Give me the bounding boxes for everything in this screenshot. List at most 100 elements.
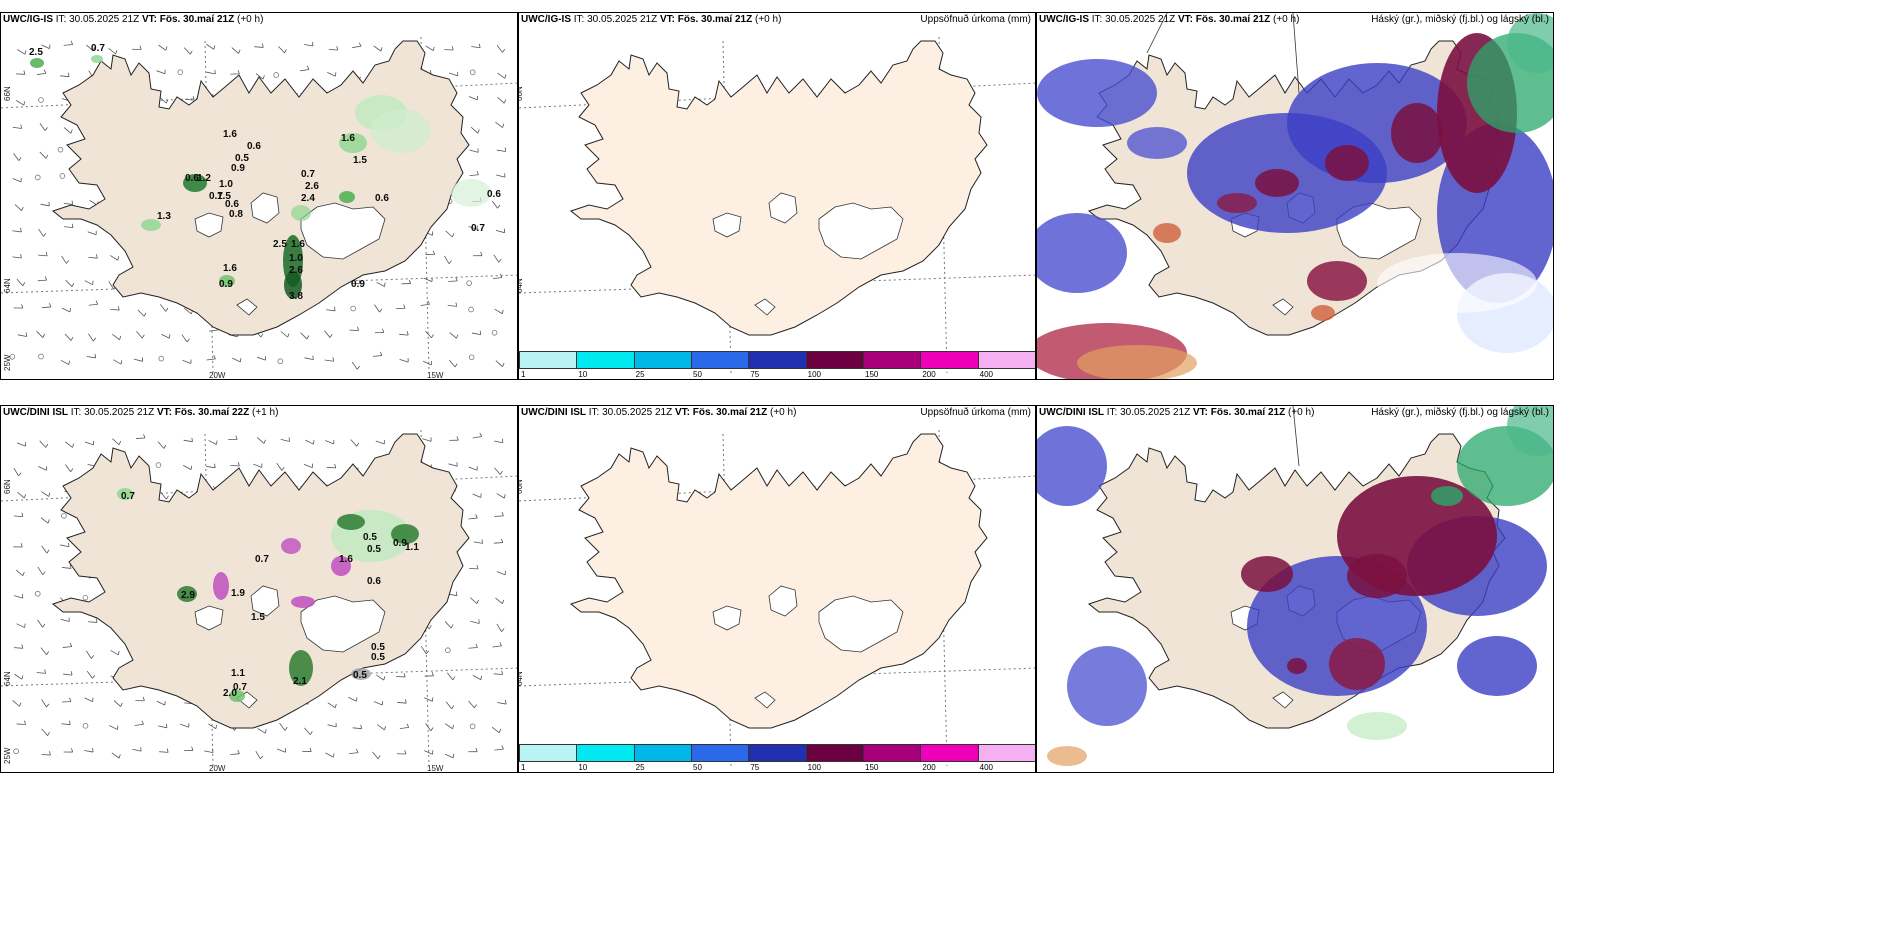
precip-value-label: 2.9 (181, 590, 195, 601)
colorbar-swatch (519, 351, 578, 369)
map-canvas (519, 429, 1035, 767)
lon-label-15w: 15W (427, 764, 444, 773)
panel-header: UWC/IG-IS IT: 30.05.2025 21Z VT: Fös. 30… (1039, 14, 1300, 25)
wind-precip-map-igis: UWC/IG-IS IT: 30.05.2025 21Z VT: Fös. 30… (0, 12, 518, 380)
precip-value-label: 0.9 (231, 163, 245, 174)
colorbar-swatch (805, 351, 864, 369)
precip-value-label: 0.7 (209, 191, 223, 202)
colorbar-tick-label: 200 (922, 763, 936, 772)
colorbar-swatch (977, 744, 1035, 762)
iceland-landmass (51, 40, 470, 336)
precip-value-label: 0.5 (367, 544, 381, 555)
precip-value-label: 0.5 (371, 642, 385, 653)
precip-value-label: 0.7 (471, 223, 485, 234)
panel-field-title: Háský (gr.), miðský (fj.bl.) og lágský (… (1371, 14, 1549, 25)
colorbar: 1 10 25 50 75 100 150 200 400 (519, 351, 1035, 379)
glacier-outline (250, 585, 280, 617)
precip-value-label: 0.6 (375, 193, 389, 204)
panel-field-title: Uppsöfnuð úrkoma (mm) (920, 407, 1031, 418)
precip-value-label: 0.6 (225, 199, 239, 210)
precip-value-label: 1.9 (231, 588, 245, 599)
colorbar-tick-label: 150 (865, 370, 879, 379)
lat-label-64n: 64N (518, 278, 524, 293)
colorbar-swatch (576, 744, 635, 762)
precip-value-label: 0.6 (487, 189, 501, 200)
precip-value-label: 1.1 (231, 668, 245, 679)
map-canvas (519, 36, 1035, 374)
precip-value-label: 0.7 (121, 491, 135, 502)
colorbar-swatch (920, 351, 979, 369)
glacier-outline (300, 595, 386, 653)
cloud-cover-map-dini: UWC/DINI ISL IT: 30.05.2025 21Z VT: Fös.… (1036, 405, 1554, 773)
precip-value-label: 0.5 (363, 532, 377, 543)
panel-header: UWC/DINI ISL IT: 30.05.2025 21Z VT: Fös.… (521, 407, 797, 418)
precip-value-label: 2.5 (29, 47, 43, 58)
precip-value-label: 1.5 (251, 612, 265, 623)
precip-value-label: 0.9 (393, 538, 407, 549)
lon-label-20w: 20W (209, 371, 226, 380)
glacier-outline (754, 298, 776, 316)
glacier-outline (300, 202, 386, 260)
glacier-outline (1272, 691, 1294, 709)
colorbar-tick-label: 25 (635, 370, 645, 379)
iceland-landmass (569, 433, 988, 729)
colorbar-tick-label: 10 (578, 370, 588, 379)
glacier-outline (236, 298, 258, 316)
colorbar-swatch (920, 744, 979, 762)
precip-value-label: 1.0 (289, 253, 303, 264)
colorbar-tick-label: 1 (521, 763, 526, 772)
precip-value-label: 0.6 (185, 173, 199, 184)
panel-header: UWC/IG-IS IT: 30.05.2025 21Z VT: Fös. 30… (3, 14, 264, 25)
precip-shading (117, 488, 419, 702)
precip-value-label: 1.6 (291, 239, 305, 250)
glacier-outline (194, 212, 224, 238)
panel-header: UWC/DINI ISL IT: 30.05.2025 21Z VT: Fös.… (1039, 407, 1315, 418)
panel-header: UWC/IG-IS IT: 30.05.2025 21Z VT: Fös. 30… (521, 14, 782, 25)
precip-value-label: 0.5 (353, 670, 367, 681)
cloud-cover-map-igis: UWC/IG-IS IT: 30.05.2025 21Z VT: Fös. 30… (1036, 12, 1554, 380)
lat-label-66n: 66N (3, 86, 12, 101)
colorbar-swatch (863, 351, 922, 369)
colorbar-swatch (691, 351, 750, 369)
colorbar-swatch (633, 744, 692, 762)
iceland-landmass (569, 40, 988, 336)
colorbar-swatch (863, 744, 922, 762)
precip-value-label: 1.6 (339, 554, 353, 565)
colorbar-tick-label: 400 (979, 370, 994, 379)
precip-value-label: 0.6 (247, 141, 261, 152)
precip-value-label: 0.5 (235, 153, 249, 164)
precip-value-label: 1.0 (219, 179, 233, 190)
colorbar-tick-label: 400 (979, 763, 994, 772)
precip-value-label: 0.6 (367, 576, 381, 587)
lon-label-20w: 20W (209, 764, 226, 773)
lat-label-64n: 64N (3, 671, 12, 686)
glacier-outline (768, 192, 798, 224)
precip-value-label: 2.6 (305, 181, 319, 192)
colorbar-tick-label: 10 (578, 763, 588, 772)
colorbar-tick-label: 75 (750, 763, 760, 772)
precip-value-label: 0.7 (301, 169, 315, 180)
precip-value-label: 0.8 (229, 209, 243, 220)
map-canvas (1, 36, 517, 374)
precip-shading (30, 55, 491, 299)
precip-value-label: 0.7 (255, 554, 269, 565)
colorbar-swatch (805, 744, 864, 762)
precip-value-label: 1.1 (405, 542, 419, 553)
colorbar-tick-label: 50 (693, 370, 702, 379)
glacier-outline (250, 192, 280, 224)
colorbar: 1 10 25 50 75 100 150 200 400 (519, 744, 1035, 772)
accum-precip-map-igis: UWC/IG-IS IT: 30.05.2025 21Z VT: Fös. 30… (518, 12, 1036, 380)
precip-value-label: 0.9 (351, 279, 365, 290)
precip-value-label: 0.7 (233, 682, 247, 693)
precip-value-label: 0.9 (219, 279, 233, 290)
precip-value-label: 1.2 (197, 173, 211, 184)
colorbar-tick-label: 200 (922, 370, 936, 379)
precip-value-label: 1.6 (341, 133, 355, 144)
precip-value-label: 0.7 (91, 43, 105, 54)
lon-label-15w: 15W (427, 371, 444, 380)
cloud-shading (1037, 13, 1553, 379)
precip-value-label: 3.8 (289, 291, 303, 302)
iceland-landmass (51, 433, 470, 729)
lat-label-64n: 64N (518, 671, 524, 686)
lat-label-66n: 66N (3, 479, 12, 494)
